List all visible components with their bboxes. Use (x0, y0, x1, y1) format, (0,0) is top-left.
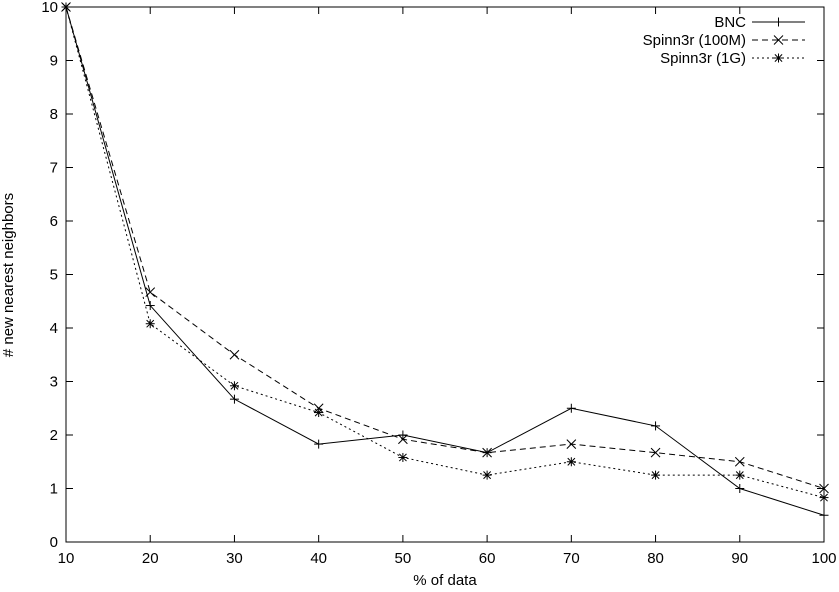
legend-label: Spinn3r (100M) (643, 32, 746, 49)
series-line-spinn3r-1g (65, 6, 825, 499)
data-point-bnc (819, 510, 829, 520)
data-point-spinn3r-1g (566, 457, 576, 467)
y-tick-label: 4 (50, 320, 58, 337)
marker-stroke (819, 483, 829, 494)
series-line-spinn3r-100m (65, 6, 825, 489)
y-tick-label: 9 (50, 53, 58, 70)
y-tick-label: 5 (50, 267, 58, 284)
x-tick-label: 70 (563, 550, 580, 567)
data-point-bnc (314, 439, 324, 449)
data-point-bnc (651, 421, 661, 431)
marker-stroke (146, 319, 155, 328)
data-point-bnc (735, 484, 745, 493)
legend-label: BNC (714, 14, 746, 31)
y-tick-label: 10 (41, 0, 58, 16)
data-point-spinn3r-1g (314, 408, 324, 418)
data-point-spinn3r-100m (398, 434, 408, 445)
marker-stroke (230, 381, 239, 390)
data-point-spinn3r-100m (819, 483, 829, 494)
y-tick-label: 7 (50, 160, 58, 177)
marker-stroke (651, 471, 660, 480)
data-point-spinn3r-100m (229, 349, 240, 360)
x-tick-label: 30 (226, 550, 243, 567)
x-tick-label: 90 (731, 550, 748, 567)
marker-stroke (567, 457, 576, 466)
x-tick-label: 50 (395, 550, 412, 567)
series-line-bnc (65, 6, 825, 516)
x-tick-label: 40 (310, 550, 327, 567)
marker-stroke (735, 471, 744, 480)
data-point-spinn3r-100m (650, 447, 661, 458)
y-tick-label: 1 (50, 481, 58, 498)
x-tick-label: 80 (647, 550, 664, 567)
marker-stroke (398, 453, 407, 462)
data-point-spinn3r-1g (398, 452, 408, 462)
data-point-spinn3r-1g (229, 381, 239, 391)
marker-stroke (398, 434, 408, 445)
y-tick-label: 2 (50, 427, 58, 444)
marker-stroke (734, 456, 745, 467)
data-point-bnc (566, 403, 576, 413)
data-point-spinn3r-1g (735, 470, 745, 480)
data-point-spinn3r-100m (566, 439, 577, 449)
data-point-spinn3r-1g (145, 319, 155, 329)
y-tick-label: 0 (50, 534, 58, 551)
marker-stroke (566, 439, 577, 449)
x-axis-label: % of data (413, 572, 477, 589)
legend-marker (774, 53, 783, 63)
legend-marker (774, 17, 783, 27)
tick-labels: 10 20 30 40 50 60 70 80 90 100 0 1 2 3 4 5 6 7 8 9 10 (41, 0, 836, 567)
data-point-spinn3r-1g (651, 470, 661, 480)
data-point-spinn3r-1g (482, 470, 492, 480)
x-tick-label: 100 (811, 550, 836, 567)
x-tick-label: 20 (142, 550, 159, 567)
data-point-spinn3r-1g (61, 2, 71, 12)
data-point-spinn3r-1g (819, 493, 829, 503)
legend-label: Spinn3r (1G) (660, 50, 746, 67)
series-group (61, 2, 829, 520)
data-point-bnc (145, 301, 155, 311)
y-tick-label: 6 (50, 213, 58, 230)
plot-frame (65, 6, 825, 543)
marker-stroke (145, 287, 156, 298)
marker-stroke (483, 471, 492, 480)
marker-stroke (314, 408, 323, 417)
marker-stroke (650, 447, 661, 458)
data-point-bnc (398, 430, 408, 440)
marker-stroke (820, 493, 828, 502)
y-axis-label: # new nearest neighbors (0, 193, 17, 357)
marker-stroke (482, 447, 492, 458)
data-point-spinn3r-100m (145, 287, 156, 298)
x-tick-label: 10 (58, 550, 75, 567)
legend-marker (773, 35, 784, 45)
y-tick-label: 3 (50, 374, 58, 391)
tick-marks (65, 6, 825, 543)
marker-stroke (774, 54, 783, 62)
data-point-spinn3r-100m (734, 456, 745, 467)
x-tick-label: 60 (479, 550, 496, 567)
marker-stroke (773, 35, 784, 45)
data-point-spinn3r-100m (482, 447, 492, 458)
data-point-bnc (229, 394, 239, 404)
y-tick-label: 8 (50, 106, 58, 123)
marker-stroke (229, 349, 240, 360)
marker-stroke (62, 3, 70, 11)
